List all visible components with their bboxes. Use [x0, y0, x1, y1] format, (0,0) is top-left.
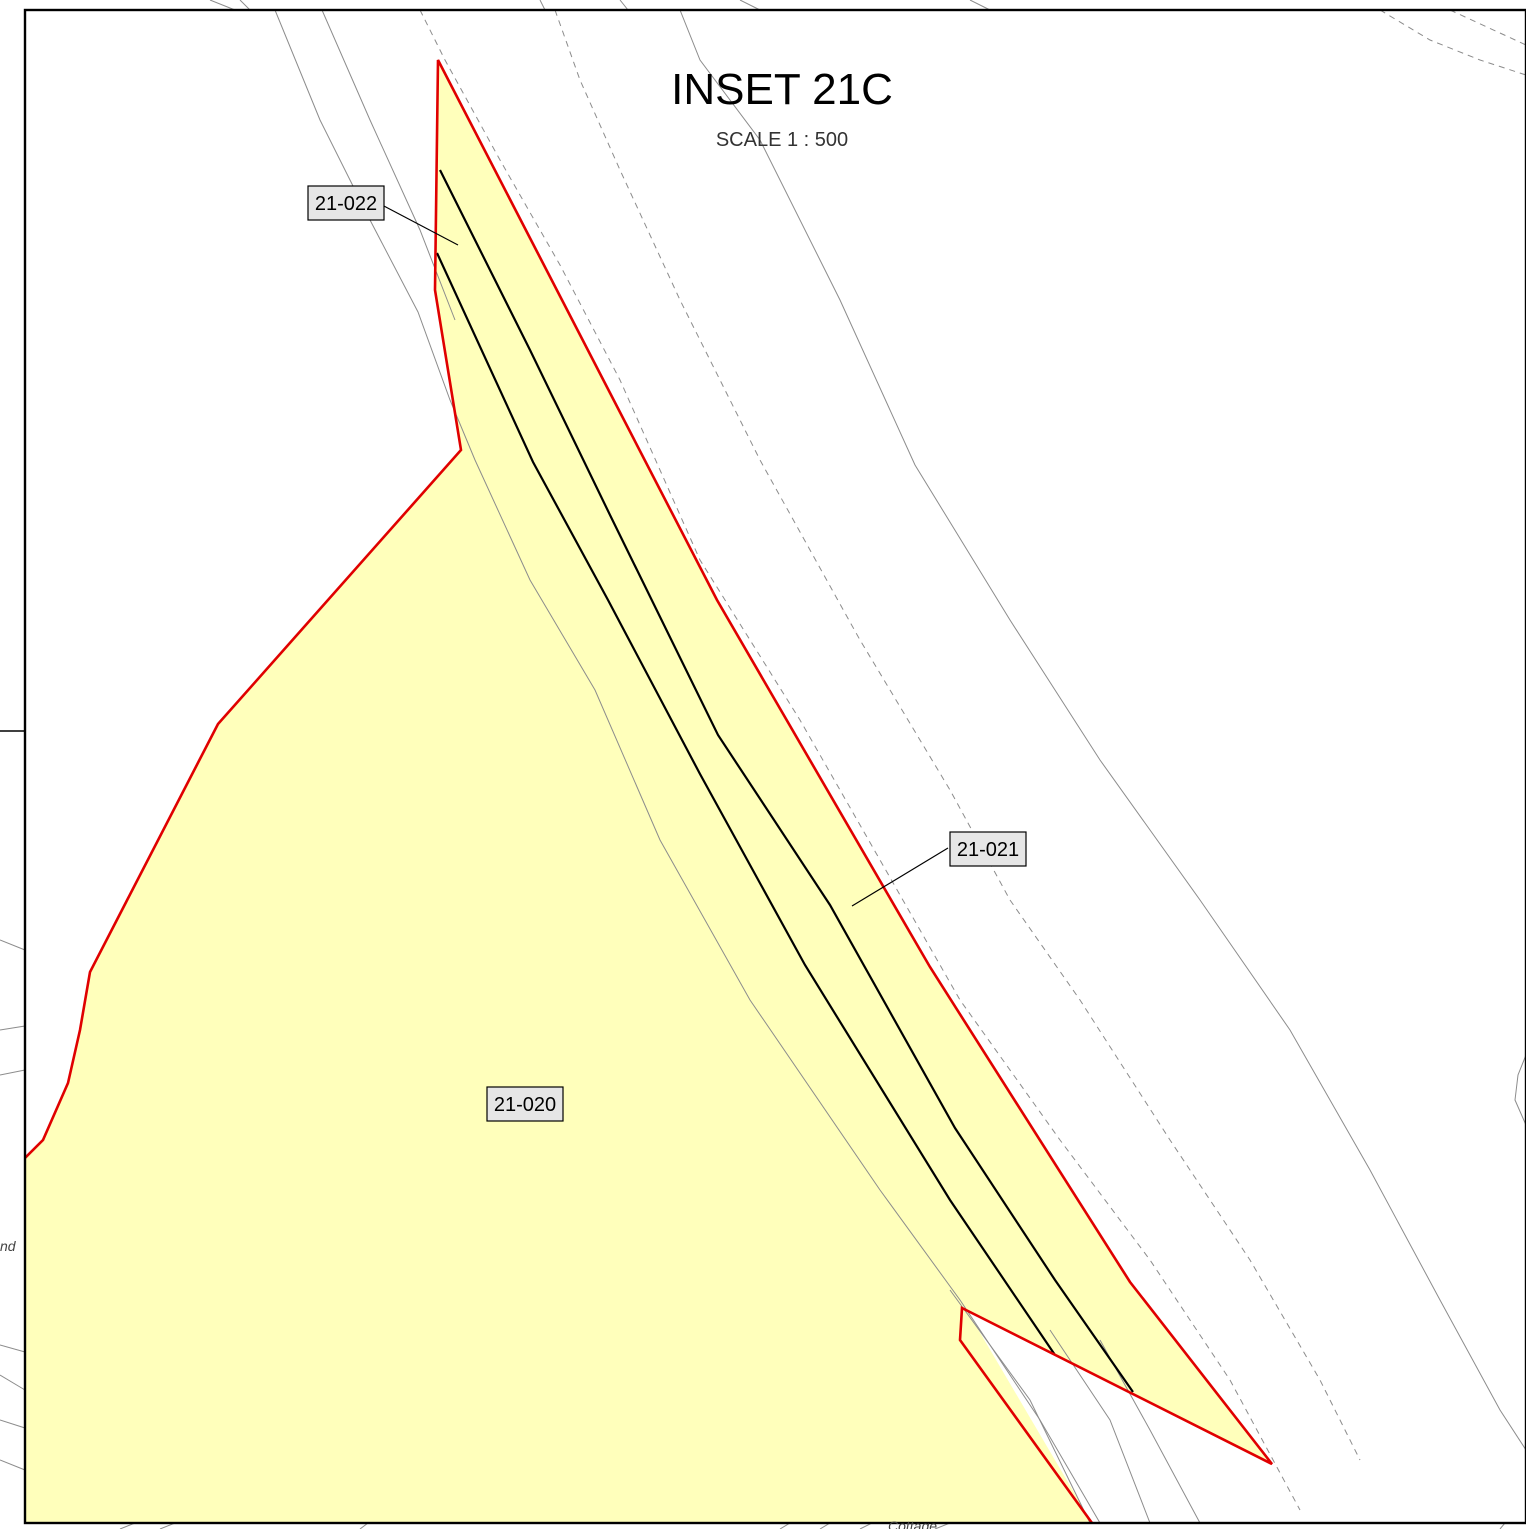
plot-label-21-022[interactable]: 21-022 — [307, 185, 385, 221]
leader-21-021 — [851, 847, 949, 907]
base-map-lines — [274, 10, 1526, 1523]
plot-label-21-021[interactable]: 21-021 — [949, 831, 1027, 867]
plot-label-21-020[interactable]: 21-020 — [486, 1086, 564, 1122]
svg-text:21-021: 21-021 — [957, 839, 1019, 861]
base-map-text-left: nd — [0, 1238, 17, 1254]
inset-title: INSET 21C — [671, 65, 893, 114]
svg-text:21-022: 21-022 — [315, 193, 377, 215]
red-boundary — [25, 59, 1274, 1523]
base-map-text-bottom: Cottage — [888, 1518, 937, 1529]
plot-21-020-area[interactable] — [25, 450, 1092, 1523]
leader-21-022 — [381, 204, 459, 246]
base-map-dashed-lines — [419, 10, 1526, 1511]
strip-internal-lines — [436, 169, 1134, 1393]
inset-scale: SCALE 1 : 500 — [716, 129, 848, 151]
svg-text:21-020: 21-020 — [494, 1094, 556, 1116]
map-frame — [23, 8, 1526, 1525]
